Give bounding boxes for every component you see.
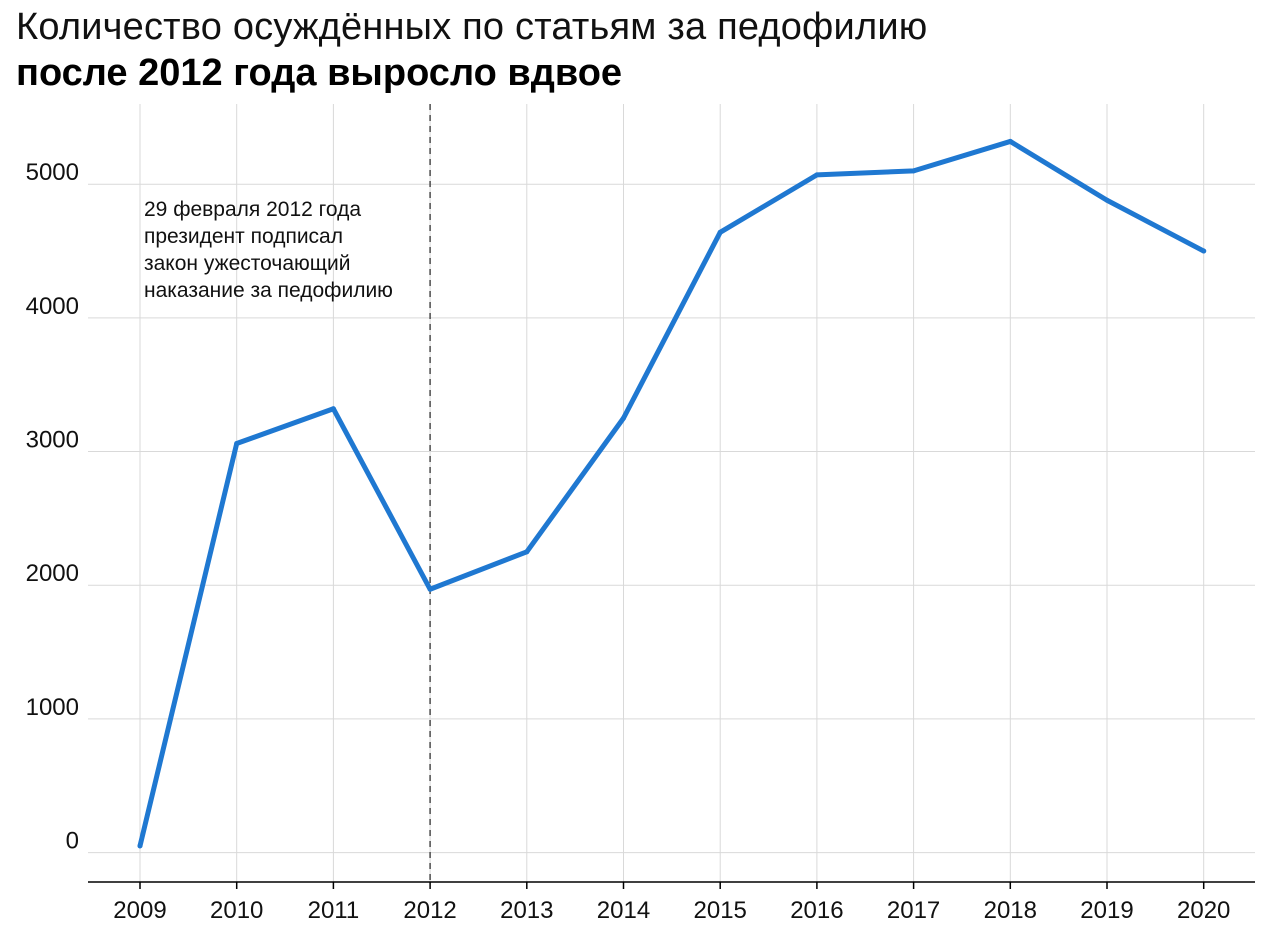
- y-tick-label-1000: 1000: [26, 694, 79, 721]
- annotation-line: наказание за педофилию: [144, 279, 393, 302]
- x-tick-label-2019: 2019: [1080, 897, 1133, 924]
- data-point-2016: [814, 172, 820, 178]
- x-tick-label-2011: 2011: [308, 897, 360, 924]
- x-tick-label-2013: 2013: [500, 897, 553, 924]
- data-point-2018: [1007, 138, 1013, 144]
- x-tick-label-2014: 2014: [597, 897, 650, 924]
- y-tick-label-4000: 4000: [26, 293, 79, 320]
- data-point-2013: [524, 549, 530, 555]
- x-axis-labels: 2009 2010 2011 2012 2013 2014 2015 2016 2017 2018…: [113, 897, 1230, 924]
- chart-title: Количество осуждённых по статьям за педо…: [16, 6, 928, 48]
- x-tick-label-2018: 2018: [984, 897, 1037, 924]
- data-point-2010: [234, 441, 240, 447]
- x-axis-ticks: [139, 882, 1205, 889]
- y-tick-label-3000: 3000: [26, 427, 79, 454]
- x-tick-label-2015: 2015: [694, 897, 747, 924]
- data-point-2017: [911, 168, 917, 174]
- x-tick-label-2009: 2009: [113, 897, 166, 924]
- data-point-2009: [137, 843, 143, 849]
- annotation-line: 29 февраля 2012 года: [144, 198, 361, 221]
- data-point-2020: [1201, 248, 1207, 254]
- x-tick-label-2020: 2020: [1177, 897, 1230, 924]
- series-points: [137, 138, 1207, 849]
- x-tick-label-2016: 2016: [790, 897, 843, 924]
- annotation-line: закон ужесточающий: [144, 252, 351, 275]
- y-axis-labels: 0 1000 2000 3000 4000 5000: [26, 159, 79, 854]
- y-tick-label-2000: 2000: [26, 560, 79, 587]
- annotation-line: президент подписал: [144, 225, 343, 248]
- data-point-2015: [717, 229, 723, 235]
- x-tick-label-2012: 2012: [403, 897, 456, 924]
- vertical-gridlines: [139, 104, 1205, 882]
- y-tick-label-0: 0: [66, 828, 79, 855]
- horizontal-gridlines: [88, 183, 1255, 854]
- event-annotation: 29 февраля 2012 года президент подписал за…: [144, 198, 393, 302]
- data-point-2014: [621, 415, 626, 421]
- data-point-2011: [330, 406, 336, 412]
- x-tick-label-2017: 2017: [887, 897, 940, 924]
- series-line: [137, 138, 1207, 849]
- data-point-2012: [427, 586, 433, 592]
- y-tick-label-5000: 5000: [26, 159, 79, 186]
- data-point-2019: [1104, 197, 1110, 203]
- x-tick-label-2010: 2010: [210, 897, 263, 924]
- chart-subtitle: после 2012 года выросло вдвое: [16, 52, 623, 94]
